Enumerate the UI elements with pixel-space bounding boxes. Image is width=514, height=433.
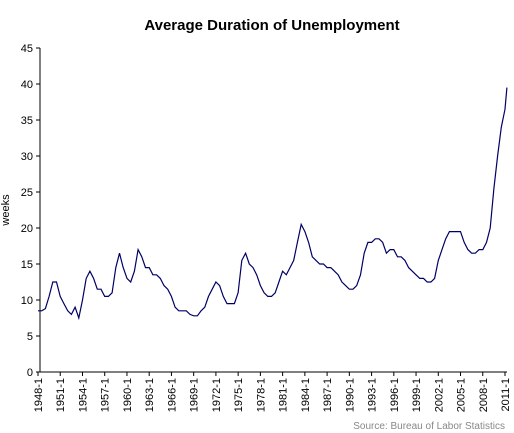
y-tick-label: 45 [21, 43, 33, 55]
x-tick-label: 2008-1 [478, 378, 490, 412]
y-tick-label: 15 [21, 259, 33, 271]
x-tick-label: 1948-1 [33, 378, 45, 412]
x-tick-label: 1954-1 [77, 378, 89, 412]
x-tick-label: 1966-1 [166, 378, 178, 412]
x-tick-label: 1969-1 [189, 378, 201, 412]
x-tick-label: 1990-1 [344, 378, 356, 412]
y-axis-label: weeks [0, 194, 12, 227]
x-tick-label: 1978-1 [255, 378, 267, 412]
y-tick-label: 40 [21, 79, 33, 91]
data-line [38, 87, 508, 321]
x-tick-label: 1975-1 [233, 378, 245, 412]
x-tick-label: 1984-1 [300, 378, 312, 412]
x-tick-label: 1987-1 [322, 378, 334, 412]
y-tick-label: 5 [27, 331, 33, 343]
y-tick-label: 25 [21, 187, 33, 199]
x-tick-label: 1996-1 [389, 378, 401, 412]
x-tick-label: 1972-1 [211, 378, 223, 412]
y-tick-label: 10 [21, 295, 33, 307]
y-tick-label: 20 [21, 223, 33, 235]
y-tick-label: 35 [21, 115, 33, 127]
x-tick-label: 1993-1 [367, 378, 379, 412]
x-tick-label: 1957-1 [100, 378, 112, 412]
x-tick-label: 2011-1 [500, 378, 512, 411]
x-tick-label: 2002-1 [433, 378, 445, 412]
x-tick-label: 1981-1 [278, 378, 290, 412]
source-note: Source: Bureau of Labor Statistics [353, 421, 505, 432]
chart-title: Average Duration of Unemployment [144, 17, 399, 34]
y-tick-label: 0 [27, 367, 33, 379]
x-tick-label: 1999-1 [411, 378, 423, 412]
x-tick-label: 1963-1 [144, 378, 156, 412]
x-tick-label: 2005-1 [456, 378, 468, 412]
x-tick-label: 1960-1 [122, 378, 134, 412]
x-tick-label: 1951-1 [55, 378, 67, 412]
y-tick-label: 30 [21, 151, 33, 163]
